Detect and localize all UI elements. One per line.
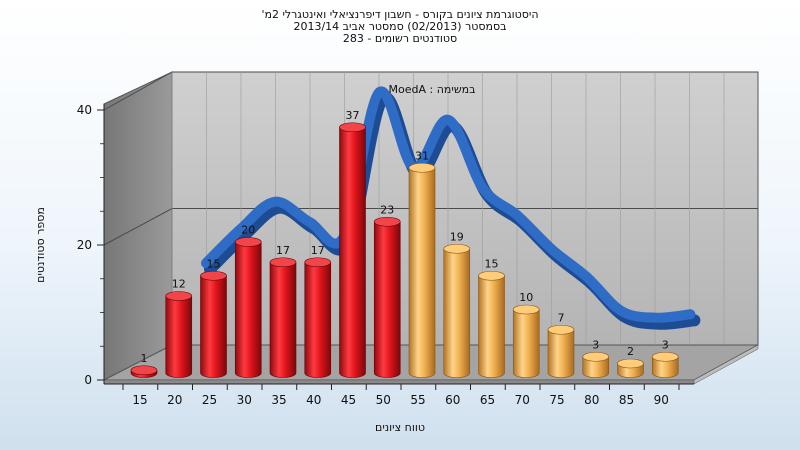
bar	[617, 358, 644, 378]
bar	[234, 237, 262, 378]
x-tick-label: 65	[480, 393, 495, 407]
x-tick-label: 55	[410, 393, 425, 407]
data-label: 15	[207, 257, 221, 270]
left-wall	[103, 71, 173, 381]
data-label: 12	[172, 278, 186, 291]
x-tick-label: 50	[376, 393, 391, 407]
bar-body	[478, 275, 505, 378]
bar-body	[234, 241, 262, 378]
bar-top	[547, 324, 575, 335]
data-label: 31	[415, 149, 429, 162]
bar	[130, 365, 158, 378]
data-label: 23	[380, 203, 394, 216]
chart-subtitle-semester: בסמסטר (02/2013) סמסטר אביב 2013/14	[293, 20, 507, 33]
bar	[165, 291, 193, 378]
y-tick-label: 0	[84, 373, 92, 387]
bar-top	[617, 358, 644, 369]
chart-subtitle-registered: סטודנטים רשומים - 283	[342, 32, 458, 45]
x-tick-label: 25	[202, 393, 217, 407]
bar	[408, 162, 436, 378]
x-tick-label: 35	[271, 393, 286, 407]
x-tick-label: 20	[167, 393, 182, 407]
distribution-curve	[201, 86, 701, 330]
bar-body	[165, 295, 193, 378]
bar-body	[408, 167, 436, 378]
bar-top	[443, 243, 471, 254]
curve-ribbon	[201, 86, 696, 323]
y-tick-label: 20	[77, 238, 92, 252]
data-label: 37	[346, 109, 360, 122]
x-tick-label: 15	[132, 393, 147, 407]
bar-top	[339, 122, 366, 133]
data-label: 15	[485, 257, 499, 270]
bar	[373, 216, 401, 378]
data-label: 10	[519, 291, 533, 304]
x-axis-label: טווח ציונים	[375, 421, 425, 434]
bar	[339, 122, 366, 378]
bar	[304, 257, 332, 378]
bar-top	[373, 216, 401, 227]
chart-title: היסטוגרמת ציונים בקורס - חשבון דיפרנציאל…	[261, 8, 539, 21]
chart-title-block: היסטוגרמת ציונים בקורס - חשבון דיפרנציאל…	[0, 9, 800, 45]
data-label: 1	[141, 352, 148, 365]
bar	[582, 351, 610, 378]
bar-top	[234, 237, 262, 247]
bar-body	[373, 221, 401, 378]
data-label: 20	[241, 224, 255, 237]
bar-body	[200, 275, 227, 378]
x-tick-label: 40	[306, 393, 321, 407]
bar	[443, 243, 471, 378]
data-label: 2	[627, 345, 634, 358]
x-tick-label: 75	[549, 393, 564, 407]
data-label: 19	[450, 230, 464, 243]
bars	[130, 122, 679, 378]
data-label: 3	[592, 338, 599, 351]
bar-body	[443, 248, 471, 378]
chart-annotation: במשימה : MoedA	[389, 83, 476, 96]
data-label: 3	[662, 338, 669, 351]
bar-top	[478, 270, 505, 281]
data-label: 17	[276, 244, 290, 257]
x-tick-label: 90	[654, 393, 669, 407]
bar	[651, 351, 679, 378]
bar	[547, 324, 575, 378]
y-tick-label: 40	[77, 103, 92, 117]
bar-body	[651, 356, 679, 378]
x-tick-label: 30	[237, 393, 252, 407]
data-label: 17	[311, 244, 325, 257]
bar	[200, 270, 227, 378]
x-tick-label: 45	[341, 393, 356, 407]
bar	[269, 257, 297, 378]
bar-top	[408, 162, 436, 173]
bar	[478, 270, 505, 378]
bar-top	[130, 365, 158, 376]
floor-right-edge	[693, 344, 759, 385]
bar	[512, 304, 540, 378]
bar-body	[304, 261, 332, 378]
x-tick-label: 60	[445, 393, 460, 407]
bar-body	[582, 356, 610, 378]
bar-body	[269, 261, 297, 378]
bar-top	[269, 257, 297, 268]
bar-top	[651, 351, 679, 362]
axes: 0 20 40 15 20 25 30 35 40 45 50 55 60 65 70 75 80 85 90	[77, 103, 694, 407]
floor-front-edge	[103, 379, 695, 385]
bar-top	[304, 257, 332, 268]
x-tick-label: 80	[584, 393, 599, 407]
bar-body	[547, 329, 575, 378]
x-tick-label: 70	[515, 393, 530, 407]
x-tick-label: 85	[619, 393, 634, 407]
bar-top	[165, 291, 193, 301]
bar-top	[200, 270, 227, 281]
bar-body	[512, 309, 540, 378]
bar-body	[339, 126, 366, 378]
data-label: 7	[558, 311, 565, 324]
y-axis-label: מספר סטודנטים	[34, 207, 47, 283]
bar-top	[512, 304, 540, 315]
bar-top	[582, 351, 610, 362]
